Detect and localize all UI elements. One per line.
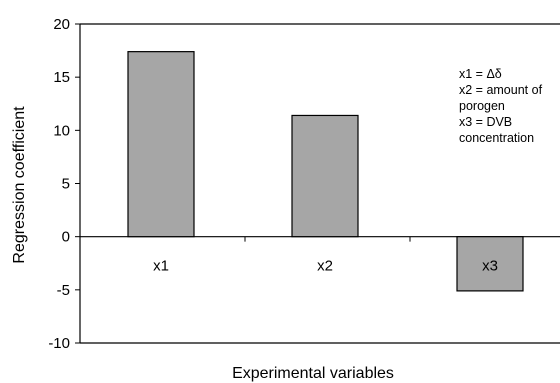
x-axis-label: Experimental variables bbox=[232, 365, 394, 382]
bar-x2 bbox=[291, 114, 359, 238]
y-axis-ticks: 20 15 10 5 0 -5 -10 bbox=[48, 16, 80, 352]
category-label-x3: x3 bbox=[482, 258, 498, 275]
annotation-line: x1 = Δδ bbox=[459, 67, 502, 81]
y-tick-label: 15 bbox=[53, 69, 70, 86]
category-labels: x1 x2 x3 bbox=[153, 258, 498, 275]
annotation-line: porogen bbox=[459, 99, 505, 113]
bar-x1 bbox=[127, 51, 195, 238]
annotation-line: concentration bbox=[459, 131, 534, 145]
bars bbox=[127, 51, 524, 292]
category-label-x2: x2 bbox=[317, 258, 333, 275]
y-tick-label: 5 bbox=[62, 176, 70, 193]
variable-legend-note: x1 = Δδ x2 = amount of porogen x3 = DVB conc… bbox=[459, 67, 543, 145]
y-tick-label: -10 bbox=[48, 335, 70, 352]
y-tick-label: 10 bbox=[53, 122, 70, 139]
bar-x3 bbox=[456, 236, 524, 292]
y-tick-label: 0 bbox=[62, 229, 70, 246]
y-tick-label: -5 bbox=[57, 282, 70, 299]
category-label-x1: x1 bbox=[153, 258, 169, 275]
y-tick-label: 20 bbox=[53, 16, 70, 33]
annotation-line: x3 = DVB bbox=[459, 115, 512, 129]
y-axis-label: Regression coefficient bbox=[11, 106, 28, 264]
annotation-line: x2 = amount of bbox=[459, 83, 543, 97]
